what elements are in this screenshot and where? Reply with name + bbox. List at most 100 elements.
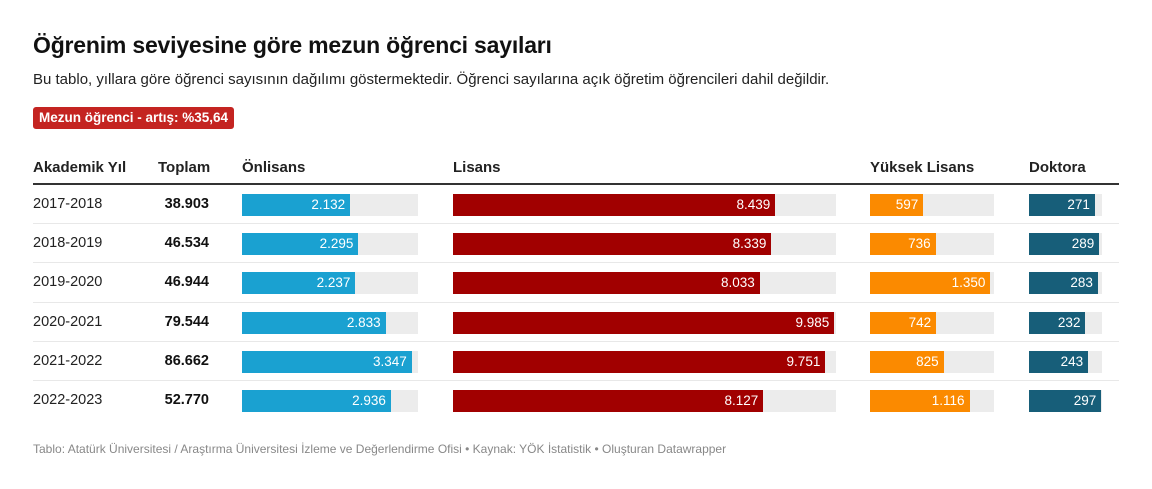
bar-value-label: 736 <box>908 236 931 252</box>
doktora-track: 232 <box>1029 311 1102 334</box>
doktora-bar: 232 <box>1029 311 1086 334</box>
onlisans-track: 2.132 <box>242 194 418 216</box>
column-header-doktora[interactable]: Doktora <box>1029 159 1086 176</box>
yuksek-lisans-track: 1.350 <box>870 272 994 295</box>
bar-value-label: 2.295 <box>319 236 354 252</box>
yuksek-lisans-bar: 1.350 <box>870 272 991 295</box>
bar-value-label: 283 <box>1070 275 1093 291</box>
year-cell: 2019-2020 <box>33 274 103 291</box>
bar-value-label: 1.350 <box>951 275 986 291</box>
lisans-bar: 8.339 <box>453 233 772 256</box>
onlisans-bar: 2.237 <box>242 272 356 295</box>
onlisans-bar: 3.347 <box>242 350 412 373</box>
yuksek-lisans-track: 825 <box>870 350 994 373</box>
bar-value-label: 2.833 <box>346 314 381 330</box>
lisans-track: 8.033 <box>453 272 836 295</box>
table-body: 2017-2018 38.903 2.132 8.439 597 271 2018-2019… <box>33 185 1119 420</box>
doktora-bar: 297 <box>1029 389 1102 412</box>
bar-value-label: 3.347 <box>372 353 407 369</box>
column-header-lisans[interactable]: Lisans <box>453 159 501 176</box>
bar-value-label: 243 <box>1060 353 1084 369</box>
total-cell: 79.544 <box>164 313 209 330</box>
chart-title: Öğrenim seviyesine göre mezun öğrenci sa… <box>33 32 552 58</box>
yuksek-lisans-bar: 597 <box>870 194 924 216</box>
bar-value-label: 271 <box>1067 197 1090 212</box>
growth-badge: Mezun öğrenci - artış: %35,64 <box>33 107 235 129</box>
yuksek-lisans-track: 742 <box>870 311 994 334</box>
yuksek-lisans-track: 597 <box>870 194 994 216</box>
onlisans-bar: 2.132 <box>242 194 351 216</box>
onlisans-track: 3.347 <box>242 350 418 373</box>
bar-value-label: 297 <box>1073 392 1097 408</box>
bar-value-label: 9.751 <box>786 353 821 369</box>
onlisans-bar: 2.936 <box>242 389 391 412</box>
total-cell: 86.662 <box>164 352 209 369</box>
chart-description: Bu tablo, yıllara göre öğrenci sayısının… <box>33 71 830 88</box>
onlisans-bar: 2.833 <box>242 311 386 334</box>
bar-value-label: 289 <box>1071 236 1095 252</box>
total-cell: 38.903 <box>164 196 209 212</box>
table-row: 2018-2019 46.534 2.295 8.339 736 289 <box>33 224 1119 264</box>
year-cell: 2018-2019 <box>33 235 103 252</box>
bar-value-label: 2.237 <box>316 275 351 291</box>
data-table: Akademik Yıl Toplam Önlisans Lisans Yüks… <box>33 152 1119 420</box>
yuksek-lisans-track: 1.116 <box>870 389 994 412</box>
bar-value-label: 742 <box>908 314 932 330</box>
bar-value-label: 8.339 <box>732 236 767 252</box>
lisans-track: 8.127 <box>453 389 836 412</box>
yuksek-lisans-bar: 825 <box>870 350 944 373</box>
yuksek-lisans-bar: 736 <box>870 233 936 256</box>
yuksek-lisans-bar: 1.116 <box>870 389 970 412</box>
lisans-bar: 8.033 <box>453 272 760 295</box>
doktora-track: 283 <box>1029 272 1102 295</box>
bar-value-label: 8.033 <box>720 275 755 291</box>
bar-value-label: 232 <box>1057 314 1081 330</box>
year-cell: 2017-2018 <box>33 196 103 212</box>
column-header-total[interactable]: Toplam <box>158 159 211 176</box>
table-row: 2019-2020 46.944 2.237 8.033 1.350 283 <box>33 263 1119 303</box>
doktora-bar: 243 <box>1029 350 1089 373</box>
lisans-bar: 8.127 <box>453 389 764 412</box>
total-cell: 46.944 <box>164 274 209 291</box>
table-row: 2021-2022 86.662 3.347 9.751 825 243 <box>33 342 1119 381</box>
doktora-track: 271 <box>1029 194 1102 216</box>
doktora-track: 297 <box>1029 389 1102 412</box>
total-cell: 46.534 <box>164 235 209 252</box>
onlisans-track: 2.936 <box>242 389 418 412</box>
doktora-bar: 289 <box>1029 233 1100 256</box>
yuksek-lisans-track: 736 <box>870 233 994 256</box>
table-header: Akademik Yıl Toplam Önlisans Lisans Yüks… <box>33 152 1119 185</box>
year-cell: 2021-2022 <box>33 352 103 369</box>
lisans-bar: 9.751 <box>453 350 826 373</box>
bar-value-label: 2.936 <box>352 392 386 408</box>
column-header-yuksek-lisans[interactable]: Yüksek Lisans <box>870 159 975 176</box>
doktora-track: 289 <box>1029 233 1102 256</box>
lisans-bar: 8.439 <box>453 194 776 216</box>
bar-value-label: 8.127 <box>724 392 759 408</box>
onlisans-track: 2.237 <box>242 272 418 295</box>
footer-credits: Tablo: Atatürk Üniversitesi / Araştırma … <box>33 442 727 456</box>
bar-value-label: 825 <box>916 353 939 369</box>
onlisans-bar: 2.295 <box>242 233 359 256</box>
lisans-track: 9.751 <box>453 350 836 373</box>
bar-value-label: 9.985 <box>795 314 830 330</box>
bar-value-label: 1.116 <box>931 392 965 408</box>
bar-value-label: 597 <box>895 197 919 212</box>
doktora-bar: 283 <box>1029 272 1098 295</box>
column-header-onlisans[interactable]: Önlisans <box>242 159 306 176</box>
onlisans-track: 2.295 <box>242 233 418 256</box>
bar-value-label: 8.439 <box>736 197 771 212</box>
yuksek-lisans-bar: 742 <box>870 311 937 334</box>
year-cell: 2020-2021 <box>33 313 103 330</box>
year-cell: 2022-2023 <box>33 391 103 408</box>
doktora-track: 243 <box>1029 350 1102 373</box>
bar-value-label: 2.132 <box>311 197 346 212</box>
doktora-bar: 271 <box>1029 194 1095 216</box>
lisans-bar: 9.985 <box>453 311 835 334</box>
table-row: 2017-2018 38.903 2.132 8.439 597 271 <box>33 185 1119 225</box>
total-cell: 52.770 <box>164 391 209 408</box>
lisans-track: 8.439 <box>453 194 836 216</box>
table-row: 2022-2023 52.770 2.936 8.127 1.116 297 <box>33 381 1119 420</box>
column-header-year[interactable]: Akademik Yıl <box>33 159 127 176</box>
lisans-track: 8.339 <box>453 233 836 256</box>
